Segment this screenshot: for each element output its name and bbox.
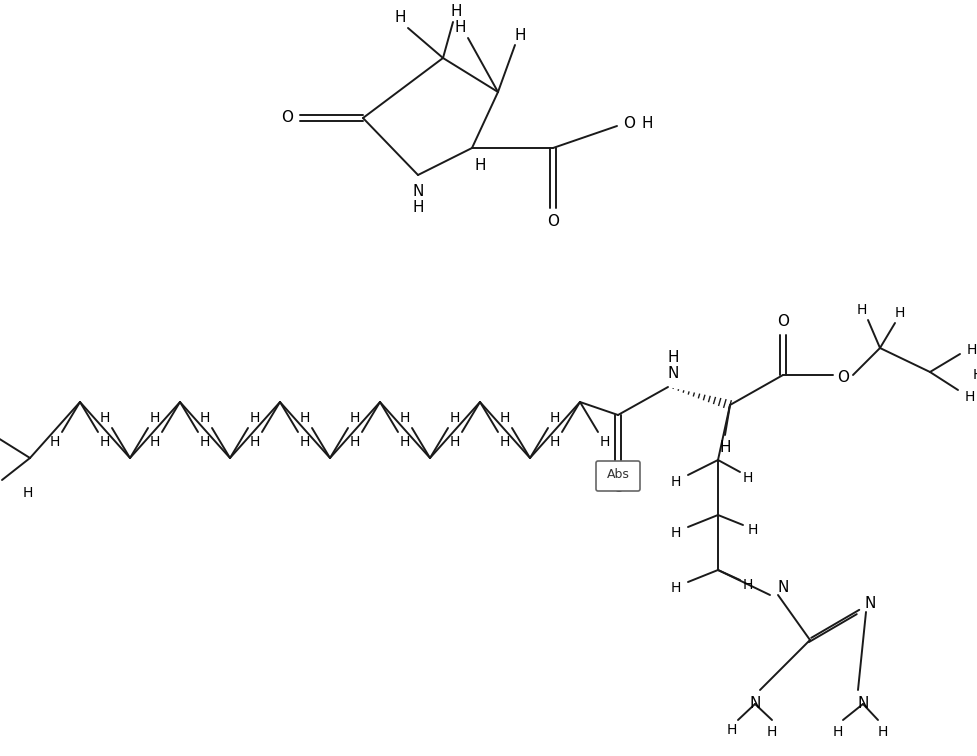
Text: H: H bbox=[400, 435, 410, 449]
Text: H: H bbox=[250, 411, 260, 425]
Text: H: H bbox=[149, 435, 160, 449]
Text: H: H bbox=[395, 11, 405, 26]
Text: H: H bbox=[100, 435, 110, 449]
Text: O: O bbox=[623, 116, 635, 131]
Text: H: H bbox=[100, 411, 110, 425]
Text: N: N bbox=[778, 580, 788, 594]
Text: H: H bbox=[671, 581, 681, 595]
Text: H: H bbox=[973, 368, 977, 382]
Text: O: O bbox=[281, 110, 293, 125]
Text: O: O bbox=[547, 213, 559, 228]
Text: N: N bbox=[667, 365, 679, 380]
Text: H: H bbox=[965, 390, 975, 404]
Text: H: H bbox=[500, 411, 510, 425]
Text: H: H bbox=[877, 725, 888, 739]
Text: H: H bbox=[449, 411, 460, 425]
Text: H: H bbox=[671, 526, 681, 540]
Text: H: H bbox=[250, 435, 260, 449]
Text: H: H bbox=[671, 475, 681, 489]
Text: H: H bbox=[895, 306, 905, 320]
Text: H: H bbox=[641, 116, 653, 131]
Text: N: N bbox=[412, 184, 424, 200]
Text: H: H bbox=[50, 435, 61, 449]
Text: H: H bbox=[450, 5, 462, 20]
Text: Abs: Abs bbox=[607, 469, 629, 482]
Text: O: O bbox=[837, 370, 849, 386]
Text: H: H bbox=[22, 486, 33, 500]
Text: H: H bbox=[350, 411, 361, 425]
Text: O: O bbox=[612, 481, 624, 495]
Text: H: H bbox=[300, 435, 310, 449]
Text: N: N bbox=[857, 696, 869, 711]
Text: H: H bbox=[747, 523, 758, 537]
Text: H: H bbox=[832, 725, 843, 739]
Text: H: H bbox=[719, 441, 731, 456]
Text: H: H bbox=[300, 411, 310, 425]
Text: H: H bbox=[200, 435, 210, 449]
FancyBboxPatch shape bbox=[596, 461, 640, 491]
Text: H: H bbox=[350, 435, 361, 449]
Text: H: H bbox=[200, 411, 210, 425]
Text: H: H bbox=[743, 578, 753, 592]
Text: H: H bbox=[449, 435, 460, 449]
Text: H: H bbox=[149, 411, 160, 425]
Text: N: N bbox=[865, 596, 875, 612]
Text: H: H bbox=[857, 303, 868, 317]
Text: H: H bbox=[767, 725, 777, 739]
Text: H: H bbox=[514, 27, 526, 42]
Text: O: O bbox=[777, 314, 789, 330]
Text: H: H bbox=[412, 200, 424, 215]
Text: H: H bbox=[727, 723, 738, 737]
Text: H: H bbox=[550, 435, 560, 449]
Text: N: N bbox=[749, 696, 761, 711]
Text: H: H bbox=[743, 471, 753, 485]
Text: H: H bbox=[967, 343, 977, 357]
Text: H: H bbox=[454, 20, 466, 36]
Text: H: H bbox=[550, 411, 560, 425]
Text: H: H bbox=[600, 435, 611, 449]
Text: H: H bbox=[474, 159, 486, 173]
Text: H: H bbox=[667, 349, 679, 364]
Text: H: H bbox=[500, 435, 510, 449]
Text: H: H bbox=[400, 411, 410, 425]
